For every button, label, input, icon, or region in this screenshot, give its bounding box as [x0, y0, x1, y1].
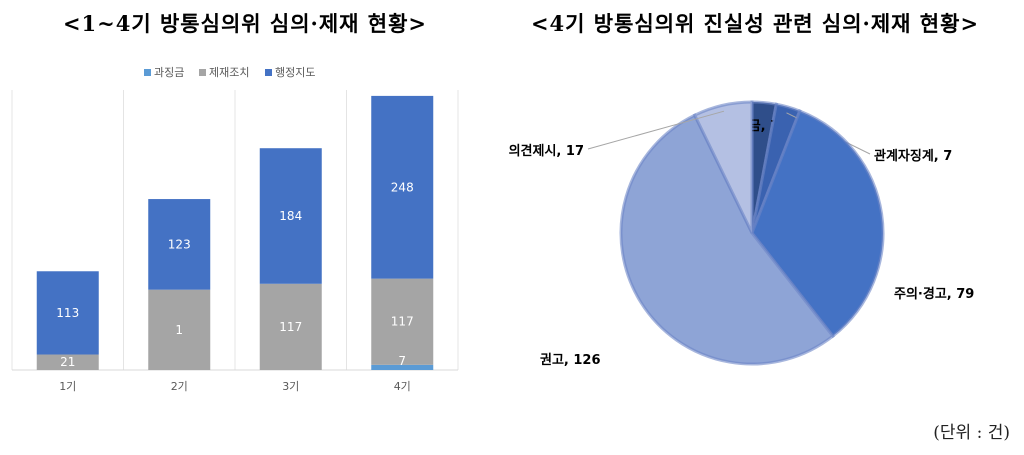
category-label-0: 1기 [59, 380, 76, 393]
pie-label-1: 관계자징계, 7 [874, 148, 952, 164]
unit-note: (단위 : 건) [933, 423, 1010, 443]
data-label-1-1: 1 [175, 323, 183, 337]
legend-label-0: 과징금 [154, 66, 184, 79]
bar-3-0 [371, 364, 434, 370]
bar-group-0: 21 113 [36, 271, 99, 370]
pie-chart-title: <4기 방통심의위 진실성 관련 심의·제재 현황> [530, 11, 980, 36]
bar-0-2 [36, 271, 99, 355]
bar-0-1 [36, 354, 99, 370]
pie-slice-3 [619, 113, 836, 366]
pie-label-4: 의견제시, 17 [509, 143, 584, 159]
data-label-2-2: 184 [279, 209, 302, 223]
bar-group-3: 7 117 248 [371, 95, 434, 370]
pie-label-2: 주의·경고, 79 [894, 286, 974, 302]
data-label-3-0: 7 [398, 354, 406, 368]
data-label-3-1: 117 [391, 315, 414, 329]
pie-label-3: 권고, 126 [540, 353, 601, 368]
data-label-0-1: 21 [60, 355, 75, 369]
bar-3-1 [371, 278, 434, 365]
legend-label-1: 제재조치 [209, 66, 249, 79]
bar-3-2 [371, 95, 434, 279]
data-label-3-2: 248 [391, 180, 414, 194]
bar-group-1: 1 123 [148, 199, 211, 370]
bar-2-1 [259, 283, 322, 370]
bar-group-2: 117 184 [259, 148, 322, 370]
leader-line-4 [587, 110, 725, 150]
legend-swatch-2 [265, 69, 272, 76]
data-label-1-2: 123 [168, 237, 191, 251]
bar-legend: 과징금 제재조치 행정지도 [144, 66, 315, 79]
legend-swatch-1 [199, 69, 206, 76]
bar-chart: 과징금 제재조치 행정지도 21 113 1기 1 123 2기 117 184 3기 7 117 248 4… [11, 66, 459, 393]
category-label-3: 4기 [394, 380, 411, 393]
bar-2-2 [259, 148, 322, 284]
bar-1-2 [148, 199, 211, 290]
bar-1-1 [148, 289, 211, 370]
pie-slice-4 [692, 100, 754, 234]
category-label-1: 2기 [171, 380, 188, 393]
data-label-0-2: 113 [56, 306, 79, 320]
legend-label-2: 행정지도 [275, 66, 315, 79]
legend-swatch-0 [144, 69, 151, 76]
data-label-2-1: 117 [279, 320, 302, 334]
bar-chart-title: <1~4기 방통심의위 심의·제재 현황> [62, 11, 428, 36]
category-label-2: 3기 [282, 380, 299, 393]
pie-slice-2 [750, 109, 885, 339]
